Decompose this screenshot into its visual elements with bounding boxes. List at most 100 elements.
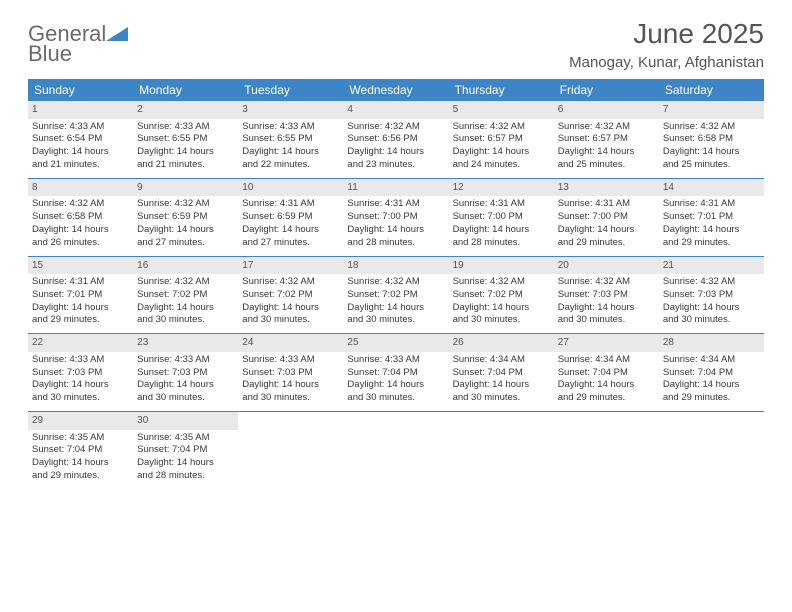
sunrise-text: Sunrise: 4:33 AM (347, 354, 444, 367)
sunset-text: Sunset: 7:00 PM (558, 211, 655, 224)
sunrise-text: Sunrise: 4:33 AM (32, 121, 129, 134)
dl1-text: Daylight: 14 hours (453, 146, 550, 159)
day-header: Saturday (659, 79, 764, 101)
day-cell: Sunrise: 4:33 AMSunset: 6:55 PMDaylight:… (133, 119, 238, 179)
dl1-text: Daylight: 14 hours (558, 379, 655, 392)
day-cell: Sunrise: 4:34 AMSunset: 7:04 PMDaylight:… (659, 352, 764, 412)
sunset-text: Sunset: 7:04 PM (137, 444, 234, 457)
day-number: 26 (449, 334, 554, 352)
dl2-text: and 29 minutes. (558, 237, 655, 250)
sunset-text: Sunset: 6:57 PM (558, 133, 655, 146)
day-number: 28 (659, 334, 764, 352)
logo-triangle-icon (106, 27, 128, 41)
day-number: 7 (659, 101, 764, 119)
day-cell: Sunrise: 4:32 AMSunset: 7:02 PMDaylight:… (133, 274, 238, 334)
dl2-text: and 30 minutes. (32, 392, 129, 405)
day-number: 24 (238, 334, 343, 352)
day-number: 5 (449, 101, 554, 119)
dl2-text: and 25 minutes. (663, 159, 760, 172)
sunset-text: Sunset: 6:57 PM (453, 133, 550, 146)
sunset-text: Sunset: 7:02 PM (242, 289, 339, 302)
day-number (343, 412, 448, 430)
dl2-text: and 29 minutes. (32, 314, 129, 327)
day-number: 3 (238, 101, 343, 119)
dl1-text: Daylight: 14 hours (347, 146, 444, 159)
day-header: Wednesday (343, 79, 448, 101)
day-cell: Sunrise: 4:32 AMSunset: 6:57 PMDaylight:… (449, 119, 554, 179)
sunrise-text: Sunrise: 4:33 AM (137, 121, 234, 134)
day-number: 9 (133, 178, 238, 196)
day-number: 21 (659, 256, 764, 274)
dl1-text: Daylight: 14 hours (558, 224, 655, 237)
day-cell: Sunrise: 4:33 AMSunset: 6:55 PMDaylight:… (238, 119, 343, 179)
sunset-text: Sunset: 7:03 PM (663, 289, 760, 302)
daynum-row: 1234567 (28, 101, 764, 119)
dl2-text: and 29 minutes. (663, 237, 760, 250)
dl2-text: and 30 minutes. (347, 314, 444, 327)
dl1-text: Daylight: 14 hours (663, 224, 760, 237)
day-number: 20 (554, 256, 659, 274)
day-cell (554, 430, 659, 489)
day-number (659, 412, 764, 430)
sunrise-text: Sunrise: 4:32 AM (558, 276, 655, 289)
sunset-text: Sunset: 6:56 PM (347, 133, 444, 146)
day-number: 12 (449, 178, 554, 196)
brand-logo: General Blue (28, 24, 128, 64)
dl1-text: Daylight: 14 hours (347, 379, 444, 392)
calendar-table: Sunday Monday Tuesday Wednesday Thursday… (28, 79, 764, 489)
dl2-text: and 21 minutes. (137, 159, 234, 172)
sunrise-text: Sunrise: 4:35 AM (32, 432, 129, 445)
day-header: Thursday (449, 79, 554, 101)
sunrise-text: Sunrise: 4:31 AM (663, 198, 760, 211)
day-number: 23 (133, 334, 238, 352)
day-cell: Sunrise: 4:33 AMSunset: 6:54 PMDaylight:… (28, 119, 133, 179)
day-cell: Sunrise: 4:33 AMSunset: 7:03 PMDaylight:… (28, 352, 133, 412)
dl1-text: Daylight: 14 hours (558, 302, 655, 315)
day-cell: Sunrise: 4:32 AMSunset: 6:56 PMDaylight:… (343, 119, 448, 179)
dl1-text: Daylight: 14 hours (663, 302, 760, 315)
day-cell: Sunrise: 4:35 AMSunset: 7:04 PMDaylight:… (133, 430, 238, 489)
dl2-text: and 29 minutes. (32, 470, 129, 483)
sunrise-text: Sunrise: 4:32 AM (347, 276, 444, 289)
dl2-text: and 29 minutes. (558, 392, 655, 405)
dl2-text: and 28 minutes. (137, 470, 234, 483)
sunset-text: Sunset: 7:03 PM (242, 367, 339, 380)
sunrise-text: Sunrise: 4:31 AM (347, 198, 444, 211)
dl2-text: and 28 minutes. (453, 237, 550, 250)
day-cell: Sunrise: 4:33 AMSunset: 7:03 PMDaylight:… (238, 352, 343, 412)
dl1-text: Daylight: 14 hours (347, 302, 444, 315)
dl2-text: and 30 minutes. (453, 392, 550, 405)
sunrise-text: Sunrise: 4:32 AM (137, 198, 234, 211)
sunset-text: Sunset: 6:59 PM (242, 211, 339, 224)
dl1-text: Daylight: 14 hours (137, 302, 234, 315)
dl2-text: and 29 minutes. (663, 392, 760, 405)
sunrise-text: Sunrise: 4:33 AM (137, 354, 234, 367)
sunset-text: Sunset: 6:58 PM (32, 211, 129, 224)
day-cell: Sunrise: 4:32 AMSunset: 7:03 PMDaylight:… (554, 274, 659, 334)
day-cell: Sunrise: 4:34 AMSunset: 7:04 PMDaylight:… (449, 352, 554, 412)
day-header: Sunday (28, 79, 133, 101)
sunrise-text: Sunrise: 4:31 AM (453, 198, 550, 211)
sunrise-text: Sunrise: 4:33 AM (242, 354, 339, 367)
daynum-row: 15161718192021 (28, 256, 764, 274)
sunrise-text: Sunrise: 4:32 AM (453, 121, 550, 134)
day-number: 30 (133, 412, 238, 430)
dl1-text: Daylight: 14 hours (32, 457, 129, 470)
dl2-text: and 28 minutes. (347, 237, 444, 250)
sunset-text: Sunset: 7:00 PM (453, 211, 550, 224)
dl1-text: Daylight: 14 hours (663, 379, 760, 392)
day-cell: Sunrise: 4:35 AMSunset: 7:04 PMDaylight:… (28, 430, 133, 489)
dl1-text: Daylight: 14 hours (32, 379, 129, 392)
dl2-text: and 30 minutes. (137, 392, 234, 405)
day-cell: Sunrise: 4:33 AMSunset: 7:03 PMDaylight:… (133, 352, 238, 412)
day-cell: Sunrise: 4:31 AMSunset: 7:00 PMDaylight:… (554, 196, 659, 256)
day-number: 16 (133, 256, 238, 274)
day-cell: Sunrise: 4:34 AMSunset: 7:04 PMDaylight:… (554, 352, 659, 412)
day-number: 19 (449, 256, 554, 274)
day-cell: Sunrise: 4:32 AMSunset: 6:58 PMDaylight:… (28, 196, 133, 256)
day-number: 27 (554, 334, 659, 352)
sunset-text: Sunset: 6:54 PM (32, 133, 129, 146)
dl1-text: Daylight: 14 hours (137, 379, 234, 392)
day-cell (449, 430, 554, 489)
sunrise-text: Sunrise: 4:35 AM (137, 432, 234, 445)
